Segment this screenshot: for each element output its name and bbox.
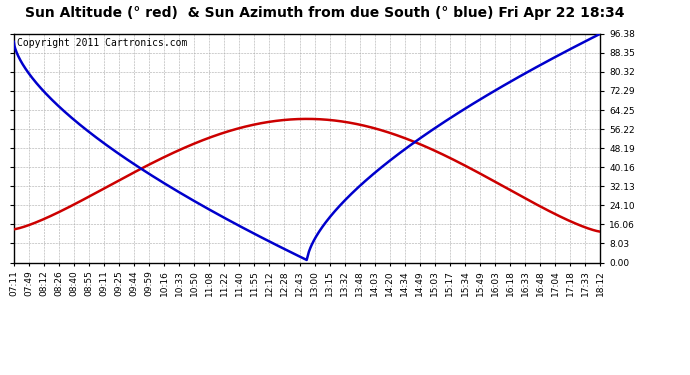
Text: Sun Altitude (° red)  & Sun Azimuth from due South (° blue) Fri Apr 22 18:34: Sun Altitude (° red) & Sun Azimuth from … (25, 6, 624, 20)
Text: Copyright 2011 Cartronics.com: Copyright 2011 Cartronics.com (17, 38, 187, 48)
